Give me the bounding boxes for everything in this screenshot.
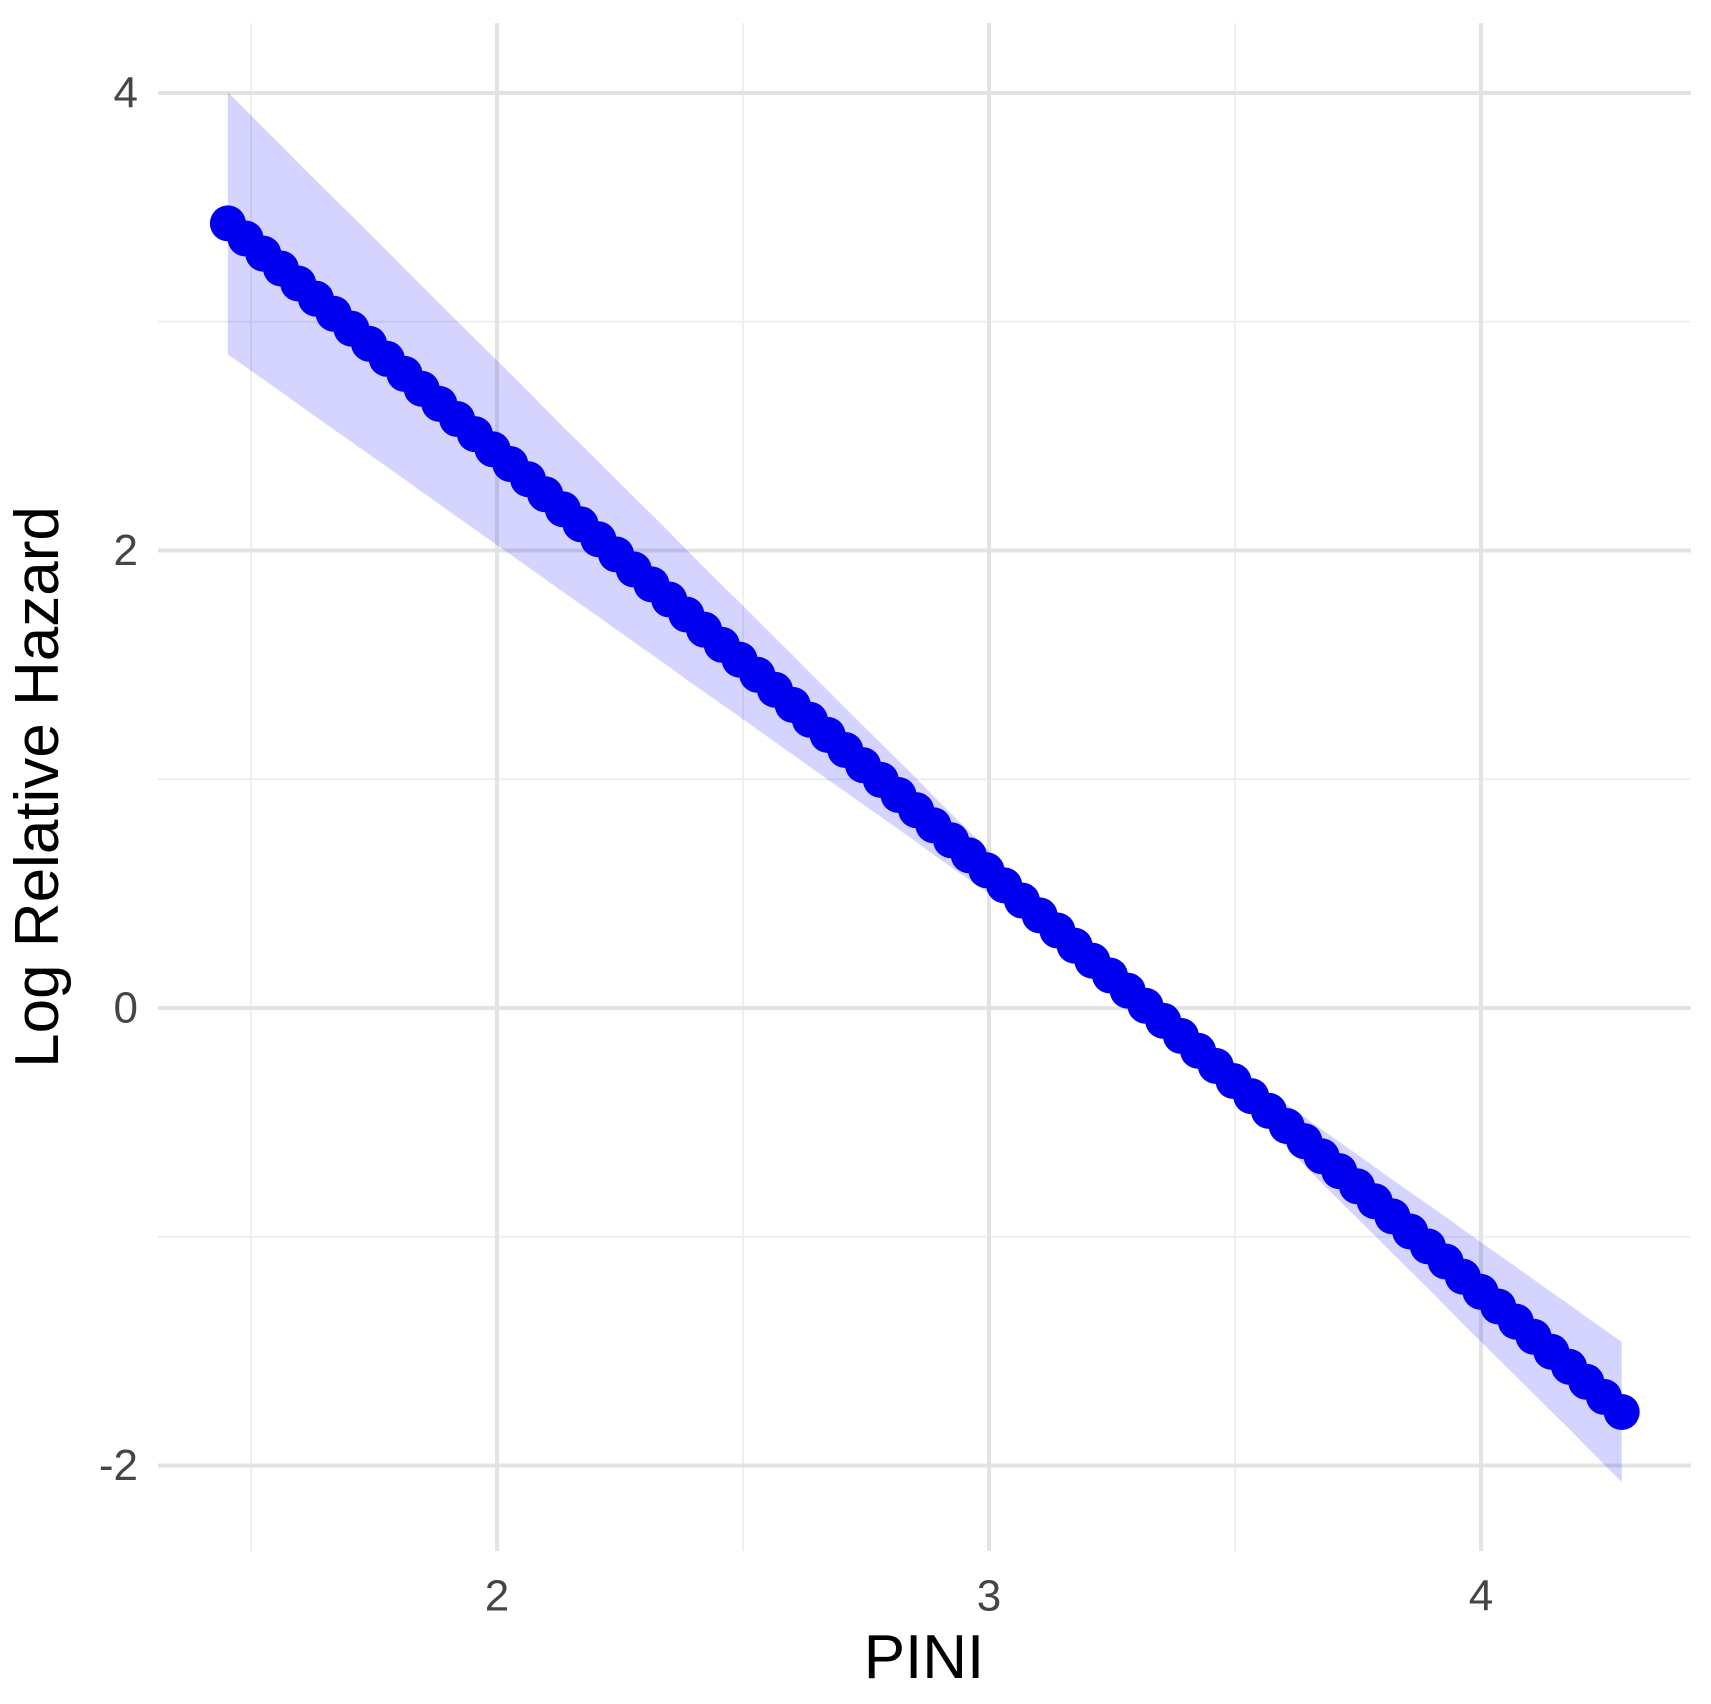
x-axis-tick-labels: 2 3 4 [485,1572,1493,1621]
grid-minor-lines [158,23,1691,1551]
y-tick-label: 4 [114,69,138,118]
x-tick-label: 4 [1469,1572,1493,1621]
y-axis-tick-labels: 4 2 0 -2 [99,69,138,1491]
y-tick-label: 0 [114,984,138,1033]
y-tick-label: 2 [114,526,138,575]
x-tick-label: 3 [977,1572,1001,1621]
y-tick-label: -2 [99,1441,138,1490]
grid-major-lines [158,23,1691,1551]
confidence-ribbon [227,92,1622,1482]
x-tick-label: 2 [485,1572,509,1621]
data-points [209,205,1640,1430]
x-axis-title: PINI [864,1623,985,1692]
data-point [1603,1394,1640,1430]
y-axis-title: Log Relative Hazard [3,506,72,1068]
ribbon-polygon [227,92,1622,1482]
